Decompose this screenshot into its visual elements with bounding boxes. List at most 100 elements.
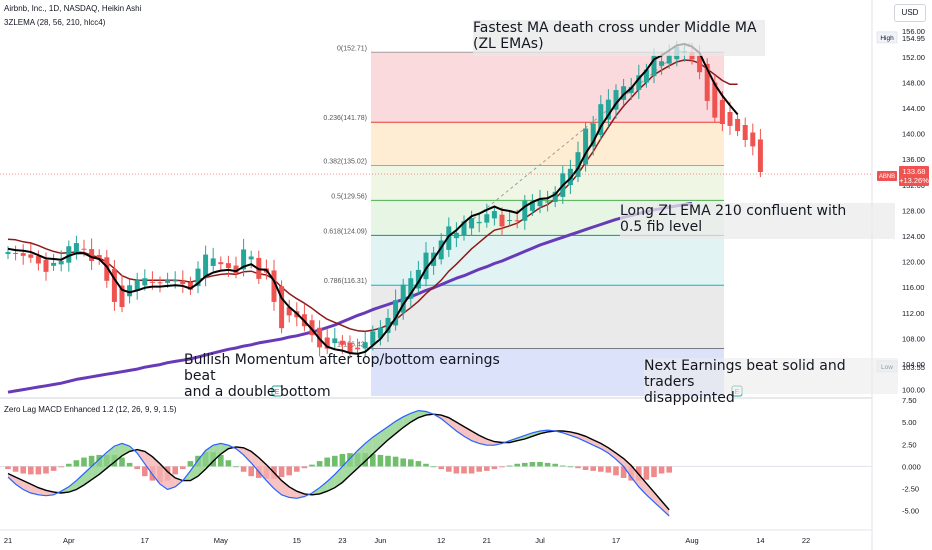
fib-level-label: 0.786(116.31) xyxy=(324,278,367,285)
price-tick-label: 100.00 xyxy=(902,386,925,395)
candle-body xyxy=(340,341,345,345)
macd-histogram-bar xyxy=(58,466,64,467)
annotation-death-cross[interactable]: Fastest MA death cross under Middle MA (… xyxy=(473,20,765,56)
macd-histogram-bar xyxy=(36,466,42,474)
time-tick-label: 21 xyxy=(483,536,491,545)
macd-tick-label: 2.50 xyxy=(902,440,917,449)
currency-button[interactable]: USD xyxy=(894,4,926,22)
candle-body xyxy=(226,263,231,268)
macd-histogram-bar xyxy=(142,466,148,476)
macd-histogram-bar xyxy=(172,466,178,474)
price-tick-label: 116.00 xyxy=(902,283,924,292)
time-tick-label: 17 xyxy=(141,536,149,545)
price-tick-label: 120.00 xyxy=(902,258,925,267)
macd-histogram-bar xyxy=(180,466,186,469)
high-value: 154.95 xyxy=(902,34,925,43)
price-tag-change: +13.26% xyxy=(899,176,929,185)
candle-body xyxy=(667,55,672,64)
macd-histogram-bar xyxy=(51,466,57,470)
price-tick-label: 136.00 xyxy=(902,155,925,164)
macd-histogram-bar xyxy=(28,466,34,474)
time-tick-label: Aug xyxy=(685,536,698,545)
macd-histogram-bar xyxy=(119,458,125,467)
macd-histogram-bar xyxy=(499,466,505,467)
macd-histogram-bar xyxy=(583,466,589,470)
annotation-long-ema[interactable]: Long ZL EMA 210 confluent with 0.5 fib l… xyxy=(620,203,895,239)
candle-body xyxy=(28,254,33,257)
candle-body xyxy=(720,100,725,124)
macd-histogram-bar xyxy=(408,459,414,466)
macd-histogram-bar xyxy=(294,466,300,471)
annotation-next-earnings[interactable]: Next Earnings beat solid and traders dis… xyxy=(644,358,898,394)
macd-tick-label: -2.50 xyxy=(902,485,919,494)
macd-histogram-bar xyxy=(552,464,558,467)
macd-legend[interactable]: Zero Lag MACD Enhanced 1.2 (12, 26, 9, 9… xyxy=(4,405,177,414)
macd-histogram-bar xyxy=(13,466,19,471)
symbol-title: Airbnb, Inc., 1D, NASDAQ, Heikin Ashi xyxy=(4,4,141,13)
macd-histogram-bar xyxy=(317,461,323,466)
macd-panel: 7.505.002.500.000-2.50-5.00 xyxy=(0,396,921,516)
macd-histogram-bar xyxy=(613,466,619,475)
time-tick-label: 21 xyxy=(4,536,12,545)
low-value: 103.55 xyxy=(902,363,925,372)
macd-tick-label: 7.50 xyxy=(902,396,917,405)
macd-histogram-bar xyxy=(43,466,49,473)
candle-body xyxy=(507,220,512,221)
annotation-bullish-momentum[interactable]: Bullish Momentum after top/bottom earnin… xyxy=(184,352,524,388)
macd-histogram-bar xyxy=(507,466,513,467)
macd-histogram-bar xyxy=(461,466,467,473)
macd-histogram-bar xyxy=(81,458,87,467)
macd-histogram-bar xyxy=(568,466,574,467)
candle-body xyxy=(112,269,117,302)
candle-body xyxy=(454,233,459,238)
macd-histogram-bar xyxy=(393,457,399,467)
time-tick-label: 22 xyxy=(802,536,810,545)
candle-body xyxy=(21,253,26,256)
macd-histogram-bar xyxy=(644,466,650,479)
macd-histogram-bar xyxy=(606,466,612,472)
candle-body xyxy=(173,280,178,281)
candle-body xyxy=(758,139,763,172)
candle-body xyxy=(545,201,550,202)
macd-histogram-bar xyxy=(598,466,604,471)
macd-histogram-bar xyxy=(400,458,406,466)
macd-histogram-bar xyxy=(537,462,543,466)
macd-histogram-bar xyxy=(659,466,665,473)
macd-tick-label: 0.000 xyxy=(902,462,921,471)
candle-body xyxy=(484,214,489,222)
price-tick-label: 128.00 xyxy=(902,206,925,215)
candle-body xyxy=(165,280,170,283)
macd-histogram-bar xyxy=(590,466,596,470)
candle-body xyxy=(142,278,147,285)
candle-body xyxy=(522,201,527,221)
candle-body xyxy=(89,249,94,261)
price-tag-value: 133.68 xyxy=(903,167,926,176)
macd-histogram-bar xyxy=(492,466,498,469)
candle-body xyxy=(355,348,360,350)
macd-histogram-bar xyxy=(302,466,308,468)
macd-histogram-bar xyxy=(416,461,422,466)
candle-body xyxy=(492,211,497,218)
macd-histogram-bar xyxy=(423,464,429,467)
time-axis: 21 Apr 17 May 15 23 Jun 12 21 Jul 17 Aug 14 22 xyxy=(4,536,810,545)
candle-body xyxy=(36,256,41,263)
time-tick-label: May xyxy=(214,536,228,545)
fib-zone xyxy=(371,122,724,165)
candle-body xyxy=(332,338,337,343)
candle-body xyxy=(363,342,368,348)
price-tick-label: 140.00 xyxy=(902,130,925,139)
price-tick-label: 144.00 xyxy=(902,104,925,113)
macd-histogram-bar xyxy=(446,466,452,471)
time-tick-label: Apr xyxy=(63,536,75,545)
indicator-legend[interactable]: 3ZLEMA (28, 56, 210, hlcc4) xyxy=(4,18,105,27)
macd-tick-label: 5.00 xyxy=(902,418,917,427)
candle-body xyxy=(583,128,588,164)
candle-body xyxy=(469,218,474,228)
candle-body xyxy=(6,252,11,254)
macd-histogram-bar xyxy=(469,466,475,473)
time-tick-label: 12 xyxy=(437,536,445,545)
candle-body xyxy=(728,112,733,126)
high-label: High xyxy=(880,35,894,42)
macd-histogram-bar xyxy=(20,466,26,473)
